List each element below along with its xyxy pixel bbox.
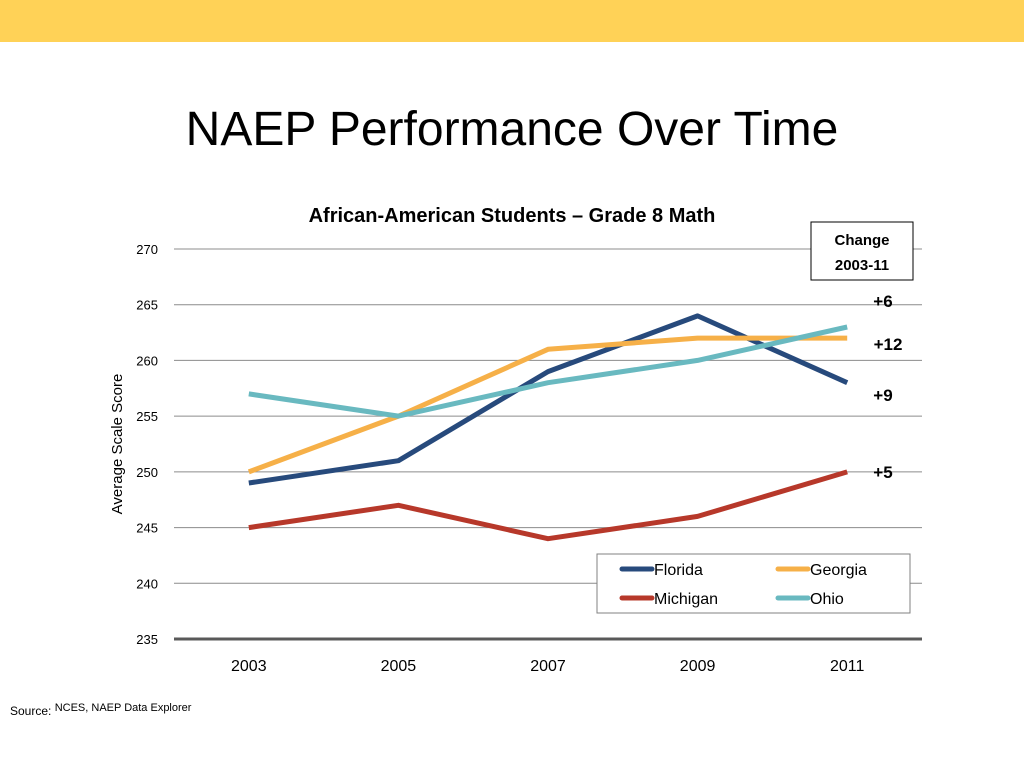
change-box: Change 2003-11 — [810, 221, 914, 281]
y-tick-label-255: 255 — [136, 409, 158, 424]
y-tick-label-260: 260 — [136, 353, 158, 368]
change-label-georgia: +12 — [874, 335, 903, 354]
top-color-band — [0, 0, 1024, 42]
x-tick-label-2009: 2009 — [680, 658, 716, 675]
series-line-georgia — [247, 335, 848, 475]
y-tick-label-240: 240 — [136, 576, 158, 591]
y-axis-ticks: 235 240 245 250 255 260 265 270 — [136, 242, 158, 647]
change-box-line2: 2003-11 — [835, 257, 889, 274]
series-line-michigan — [248, 469, 848, 542]
x-axis-ticks: 2003 2005 2007 2009 2011 — [231, 658, 865, 675]
series-lines — [247, 313, 849, 542]
legend-label-michigan: Michigan — [654, 591, 718, 608]
y-tick-label-235: 235 — [136, 632, 158, 647]
x-tick-label-2011: 2011 — [830, 658, 865, 675]
series-line-ohio — [248, 324, 848, 419]
source-note: Source: NCES, NAEP Data Explorer — [10, 702, 192, 718]
y-tick-label-270: 270 — [136, 242, 158, 257]
source-label: Source: — [10, 704, 52, 718]
x-tick-label-2005: 2005 — [381, 658, 417, 675]
y-tick-label-245: 245 — [136, 521, 158, 536]
gridlines — [174, 248, 922, 584]
legend-label-georgia: Georgia — [810, 562, 867, 579]
legend: Florida Georgia Michigan Ohio — [596, 553, 911, 614]
change-box-line1: Change — [834, 232, 889, 249]
y-tick-label-250: 250 — [136, 465, 158, 480]
chart-title: African-American Students – Grade 8 Math — [309, 205, 716, 227]
x-tick-label-2007: 2007 — [530, 658, 566, 675]
legend-label-florida: Florida — [654, 562, 703, 579]
slide-title: NAEP Performance Over Time — [185, 103, 839, 156]
change-label-michigan: +5 — [873, 463, 892, 482]
change-label-florida: +6 — [873, 292, 892, 311]
x-tick-label-2003: 2003 — [231, 658, 267, 675]
legend-box — [596, 553, 911, 614]
y-axis-label: Average Scale Score — [109, 374, 126, 515]
y-tick-label-265: 265 — [136, 298, 158, 313]
change-labels: +6 +12 +9 +5 — [873, 292, 902, 482]
legend-label-ohio: Ohio — [810, 591, 844, 608]
change-label-ohio: +9 — [873, 386, 892, 405]
source-text: NCES, NAEP Data Explorer — [54, 702, 192, 714]
series-line-florida — [248, 313, 849, 486]
